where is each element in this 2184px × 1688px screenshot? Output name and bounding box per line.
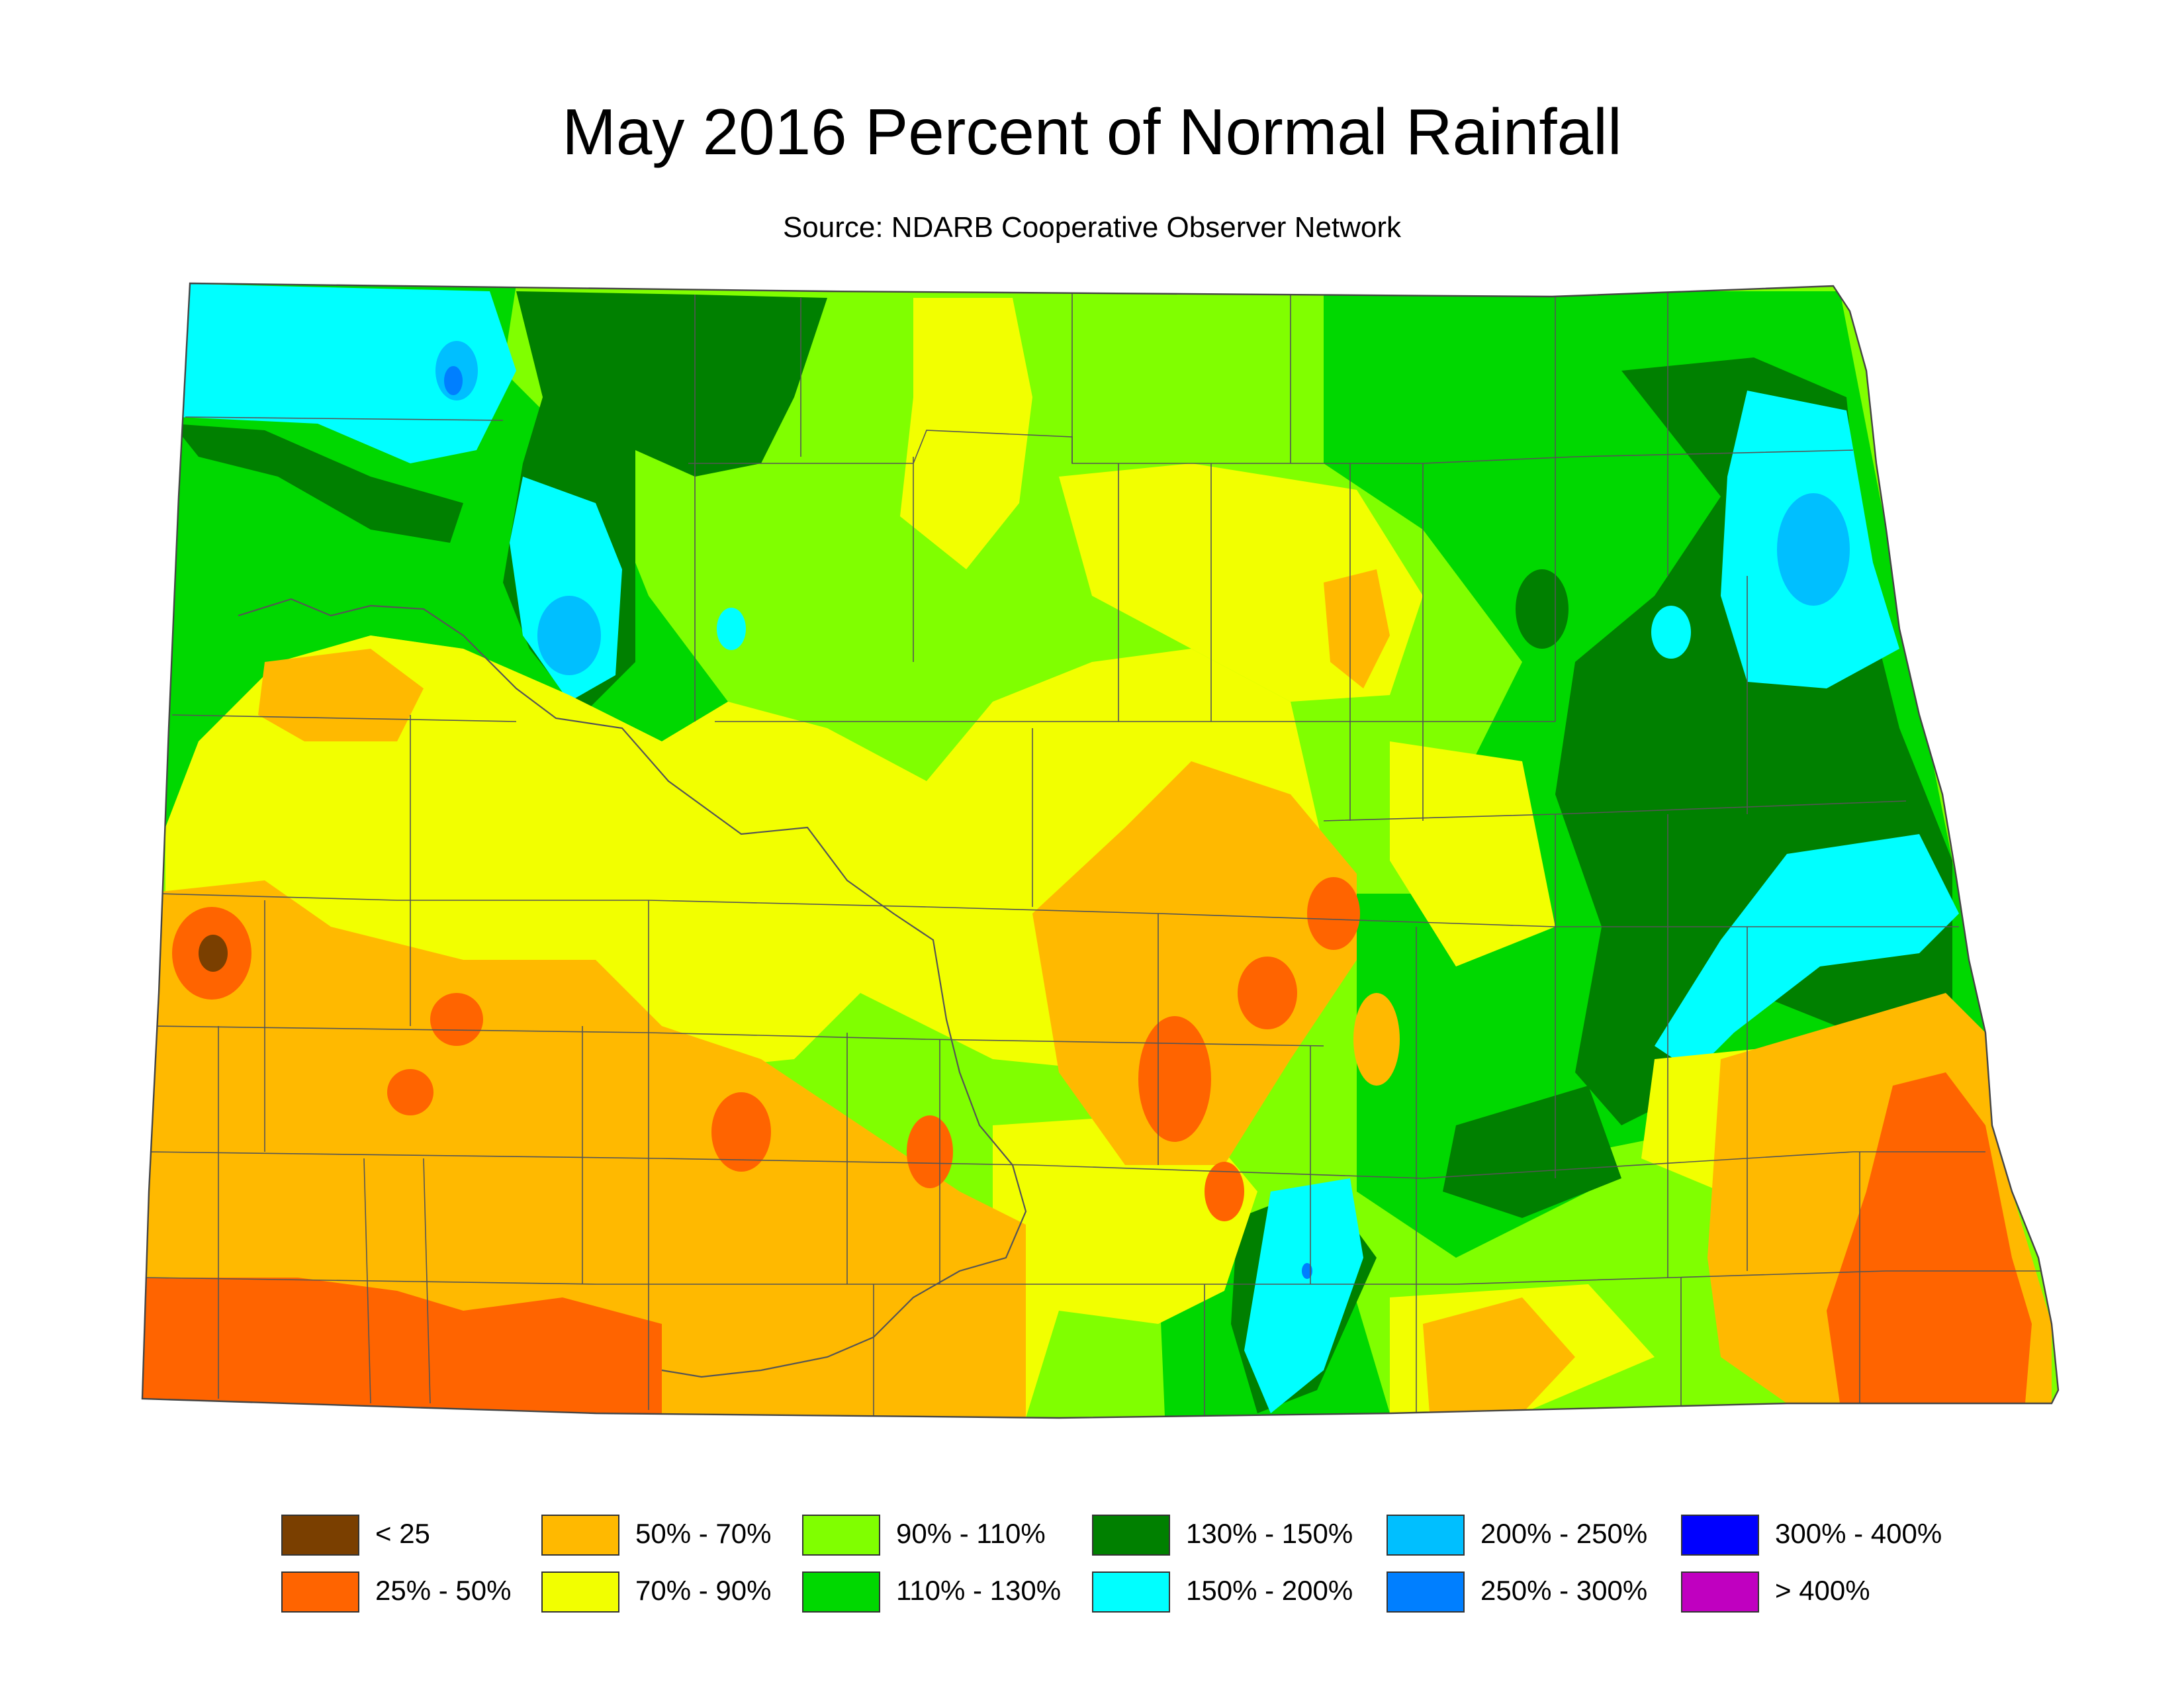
field-south-25-50-c	[1205, 1162, 1244, 1221]
field-ne-200-250	[1777, 493, 1850, 606]
field-se-25-50	[1827, 1072, 2032, 1403]
field-center-north-50-70	[1324, 569, 1390, 688]
field-west-50-70	[258, 649, 424, 741]
field-north-150-200-small	[717, 608, 746, 650]
field-south-25-50-a	[711, 1092, 771, 1172]
field-west-under-25	[199, 935, 228, 972]
county-boundaries	[145, 291, 2045, 1417]
field-south-central-70-90	[993, 1112, 1257, 1418]
field-west-25-50-b	[387, 1069, 433, 1115]
field-east-central-70-90	[1390, 741, 1555, 966]
field-south-25-50-b	[907, 1115, 953, 1188]
field-east-150-200-small	[1651, 606, 1691, 659]
field-north-central-70-90	[900, 298, 1032, 569]
field-south-50-70	[1423, 1297, 1575, 1413]
field-nw-130-150-b	[172, 424, 463, 543]
state-outline	[141, 282, 2060, 1419]
field-center-25-50-c	[1307, 877, 1360, 950]
field-center-25-50-b	[1238, 957, 1297, 1029]
field-nw-250-300	[444, 366, 463, 395]
field-west-25-50-a	[430, 993, 483, 1046]
field-north-200-250	[537, 596, 601, 675]
field-east-150-200	[1655, 834, 1959, 1072]
field-east-50-70-small	[1353, 993, 1400, 1086]
field-east-130-150-small	[1443, 1086, 1621, 1218]
field-south-250-300	[1302, 1263, 1312, 1279]
field-center-50-70	[1032, 761, 1357, 1165]
map-subtitle: Source: NDARB Cooperative Observer Netwo…	[782, 211, 1402, 244]
field-south-150-200	[1244, 1178, 1363, 1413]
field-nw-150-200	[165, 283, 516, 463]
field-center-25-50-a	[1138, 1016, 1211, 1142]
missouri-river	[238, 598, 1027, 1378]
map-title: May 2016 Percent of Normal Rainfall	[562, 95, 1622, 168]
field-east-130-150-c	[1516, 569, 1569, 649]
field-sw-25-50	[142, 1278, 662, 1417]
field-sw-50-70	[142, 880, 1026, 1418]
